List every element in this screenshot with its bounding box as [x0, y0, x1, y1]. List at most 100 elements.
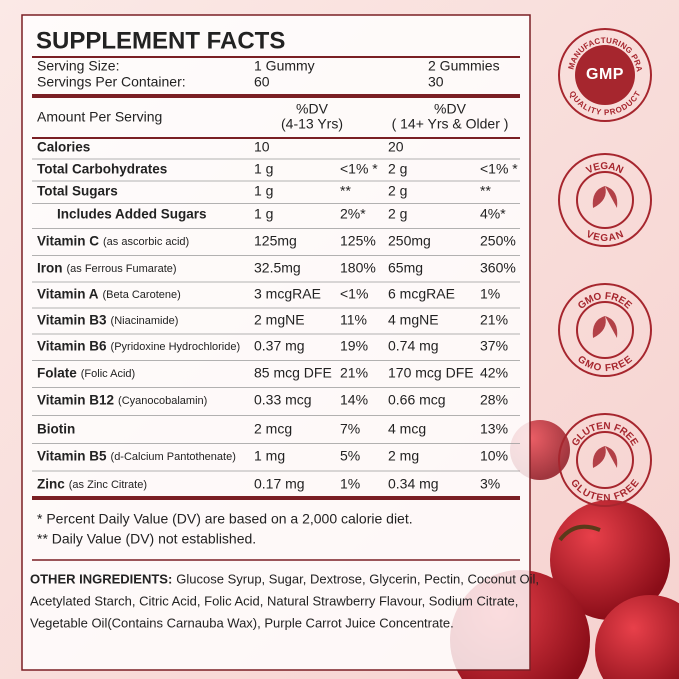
cell: <1% [340, 286, 368, 302]
cell: 4 mgNE [388, 312, 439, 328]
column-head: (4-13 Yrs) [281, 116, 343, 132]
nutrient-name: Vitamin B5 [37, 449, 107, 464]
cell: 0.37 mg [254, 338, 305, 354]
nutrient-note: (Niacinamide) [111, 315, 179, 327]
nutrient-name: Folate [37, 366, 77, 381]
cell: 0.17 mg [254, 476, 305, 492]
nutrient-note: (Pyridoxine Hydrochloride) [111, 341, 241, 353]
cell: 1% [480, 286, 500, 302]
cell: 125mg [254, 233, 297, 249]
cell: 2%* [340, 206, 366, 222]
cell: 0.74 mg [388, 338, 439, 354]
serving-text: Servings Per Container: [37, 74, 186, 90]
cell: 7% [340, 421, 360, 437]
serving-text: 2 Gummies [428, 58, 500, 74]
cell: 5% [340, 448, 360, 464]
badge-vegan: VEGAN VEGAN [558, 153, 652, 247]
badge-icon [592, 186, 618, 208]
nutrient-name: Total Carbohydrates [37, 162, 167, 177]
footnote: * Percent Daily Value (DV) are based on … [37, 511, 413, 527]
cell: 42% [480, 365, 508, 381]
cell: 21% [480, 312, 508, 328]
cell: 3% [480, 476, 500, 492]
badge-text-wrap: VEGAN [584, 161, 625, 177]
nutrient-note: (as ascorbic acid) [103, 236, 189, 248]
cell: 11% [340, 312, 367, 328]
cell: 250% [480, 233, 516, 249]
badge-inner [576, 301, 634, 359]
cell: 0.66 mcg [388, 392, 446, 408]
ingredients-label: OTHER INGREDIENTS: [30, 571, 172, 586]
facts-panel [21, 14, 531, 671]
serving-text: 30 [428, 74, 444, 90]
ingredients-text: Vegetable Oil(Contains Carnauba Wax), Pu… [30, 615, 454, 630]
nutrient-name: Iron [37, 261, 63, 276]
nutrient-note: (as Ferrous Fumarate) [67, 263, 177, 275]
cell: 85 mcg DFE [254, 365, 332, 381]
cell: 0.33 mcg [254, 392, 312, 408]
cell: 360% [480, 260, 516, 276]
cell: 21% [340, 365, 368, 381]
cell: 1% [340, 476, 360, 492]
cell: 180% [340, 260, 376, 276]
ingredients-text: Glucose Syrup, Sugar, Dextrose, Glycerin… [176, 571, 539, 586]
cell: 4%* [480, 206, 506, 222]
nutrient-note: (Folic Acid) [81, 368, 135, 380]
cell: 19% [340, 338, 368, 354]
nutrient-name: Vitamin B6 [37, 339, 107, 354]
badge-text: VEGAN [584, 229, 625, 244]
cell: 2 g [388, 206, 407, 222]
nutrient-name: Vitamin A [37, 287, 99, 302]
badge-text-wrap: VEGAN [584, 229, 625, 244]
cell: 10% [480, 448, 508, 464]
badge-ring [558, 153, 652, 247]
badge-ring [558, 413, 652, 507]
cell: 1 g [254, 161, 273, 177]
column-head: %DV [434, 101, 467, 117]
cell: 2 mgNE [254, 312, 305, 328]
badge-inner [576, 171, 634, 229]
cell: 2 mcg [254, 421, 292, 437]
footnote: ** Daily Value (DV) not established. [37, 531, 256, 547]
cell: 4 mcg [388, 421, 426, 437]
serving-text: 60 [254, 74, 270, 90]
badge-inner [576, 431, 634, 489]
nutrient-note: (as Zinc Citrate) [69, 479, 147, 491]
nutrient-note: (d-Calcium Pantothenate) [111, 451, 236, 463]
cell: 170 mcg DFE [388, 365, 474, 381]
cell: 13% [480, 421, 508, 437]
nutrient-note: (Cyanocobalamin) [118, 395, 207, 407]
cell: 2 mg [388, 448, 419, 464]
badge-icon [592, 446, 618, 468]
column-head: %DV [296, 101, 329, 117]
badge-icon [592, 316, 618, 338]
cell: 2 g [388, 183, 407, 199]
cell: 3 mcgRAE [254, 286, 321, 302]
cell: 32.5mg [254, 260, 301, 276]
cell: 37% [480, 338, 508, 354]
title: SUPPLEMENT FACTS [36, 27, 285, 54]
cell: 10 [254, 139, 270, 155]
nutrient-name: Total Sugars [37, 184, 118, 199]
cell: 20 [388, 139, 404, 155]
nutrient-note: (Beta Carotene) [103, 289, 181, 301]
cell: 1 g [254, 183, 273, 199]
cell: ** [480, 183, 491, 199]
serving-text: Serving Size: [37, 58, 119, 74]
nutrient-name: Biotin [37, 422, 75, 437]
cell: ** [340, 183, 351, 199]
cell: 250mg [388, 233, 431, 249]
nutrient-name: Includes Added Sugars [57, 207, 207, 222]
cell: <1% * [340, 161, 378, 177]
cell: 125% [340, 233, 376, 249]
cell: 1 mg [254, 448, 285, 464]
nutrient-name: Vitamin B3 [37, 313, 107, 328]
cell: 1 g [254, 206, 273, 222]
cell: 0.34 mg [388, 476, 439, 492]
cell: 6 mcgRAE [388, 286, 455, 302]
badge-text: VEGAN [584, 161, 624, 177]
ingredients-text: Acetylated Starch, Citric Acid, Folic Ac… [30, 593, 518, 608]
